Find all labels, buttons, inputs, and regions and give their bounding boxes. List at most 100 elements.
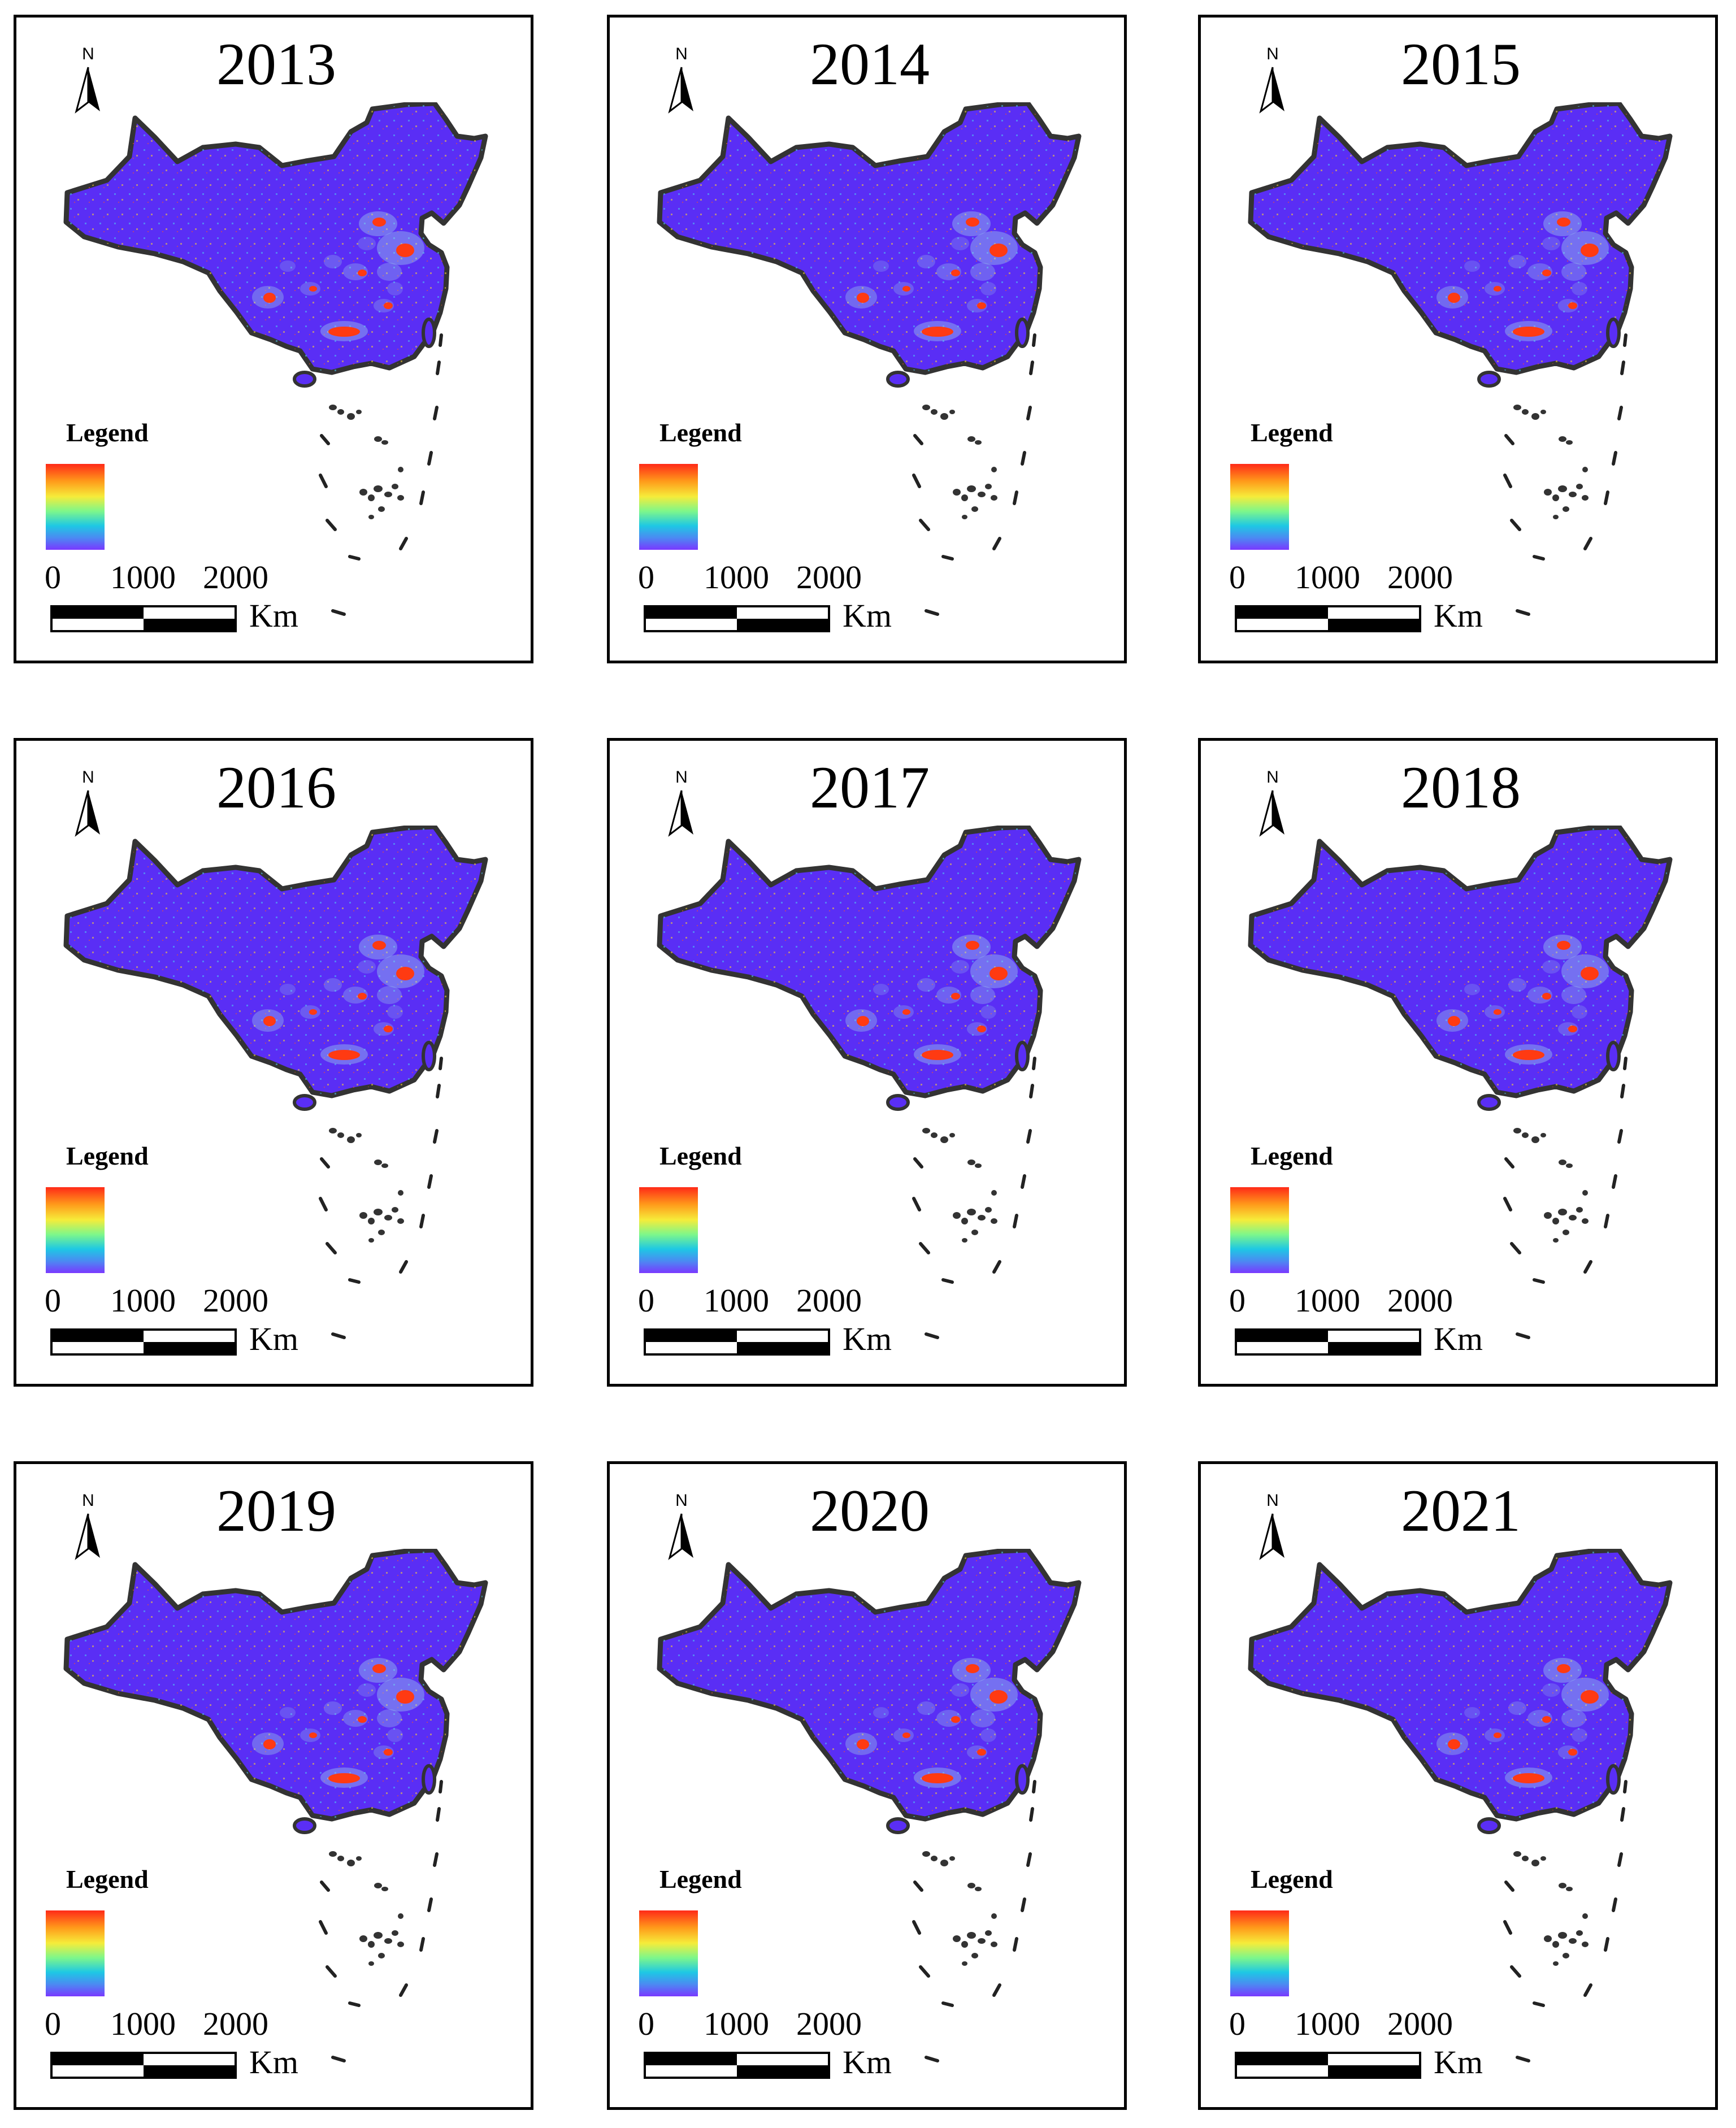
sea-island [1553,1961,1559,1966]
sea-island [1582,467,1588,472]
sea-island [397,495,404,501]
sea-island [1522,1856,1529,1861]
hotspot [977,1749,986,1756]
boundary-dash [1623,333,1628,347]
hainan-island [1477,371,1501,388]
boundary-dash [439,1057,443,1070]
sea-island [975,440,982,445]
sea-island [368,1238,374,1243]
urban-cluster [358,960,376,974]
scale-bar [1235,2052,1421,2079]
sea-island [337,1132,344,1138]
hotspot [263,293,276,303]
boundary-dash [941,2001,954,2007]
boundary-dash [427,451,433,466]
hotspot [1448,1016,1460,1026]
boundary-dash [1504,1157,1514,1169]
boundary-dash [1510,1242,1521,1254]
boundary-dash [1620,1084,1625,1098]
sea-island [1540,1856,1546,1861]
sea-island [962,515,967,519]
china-map [657,826,1082,1339]
hotspot [922,1050,953,1060]
sea-island [1582,1913,1588,1919]
urban-cluster [873,984,889,995]
hotspot [358,993,367,1000]
sea-island [953,1212,961,1219]
sea-island [1552,494,1559,501]
sea-island [374,1883,382,1888]
map-panel-2013: 2013 N Legend 0 1000 2000 Km [14,15,533,663]
map-panel-2017: 2017 N Legend 0 1000 2000 Km [607,738,1127,1387]
sea-island [991,1190,997,1196]
scale-label-1000: 1000 [110,1282,176,1319]
boundary-dash [399,1260,408,1274]
boundary-dash [1029,361,1034,375]
boundary-dash [1583,537,1592,550]
sea-island [1563,1230,1569,1235]
scale-bar [644,605,830,632]
sea-island [1544,1212,1552,1219]
urban-cluster [1561,1709,1586,1727]
sea-island [1522,1132,1529,1138]
sea-island [378,1953,385,1958]
sea-island [978,1215,986,1221]
sea-island [1563,506,1569,512]
taiwan-island [1606,318,1621,348]
urban-cluster [1572,282,1587,296]
urban-cluster [377,1709,402,1727]
boundary-dash [348,2001,361,2007]
hotspot [384,1026,393,1032]
hotspot [396,244,414,257]
sea-island [347,1860,355,1866]
taiwan-island [1606,1764,1621,1795]
sea-island [962,1961,967,1966]
boundary-dash [433,1852,439,1867]
boundary-dash [1604,490,1609,505]
boundary-dash [919,519,930,531]
hotspot [902,1732,910,1738]
hotspot [1557,218,1570,227]
boundary-dash [913,1881,923,1892]
boundary-dash [319,1920,328,1935]
map-panel-2021: 2021 N Legend 0 1000 2000 Km [1198,1461,1718,2110]
boundary-dash [439,333,443,347]
scale-label-0: 0 [638,1282,654,1319]
legend-title: Legend [66,1141,149,1170]
sea-island [1569,492,1577,497]
sea-island [398,1913,403,1919]
sea-island [381,1163,388,1168]
scale-unit: Km [249,1321,298,1357]
hotspot [396,1690,414,1704]
hainan-island [293,1817,316,1834]
north-arrow-icon: N [1253,46,1292,119]
sea-island [967,485,976,492]
scale-label-2000: 2000 [203,2005,268,2042]
hotspot [372,941,386,950]
urban-cluster [280,984,296,995]
boundary-dash [1623,1057,1628,1070]
sea-island [991,495,997,501]
boundary-dash [1021,1174,1026,1189]
north-arrow-icon: N [1253,769,1292,842]
scale-label-1000: 1000 [110,559,176,596]
sea-island [961,1218,968,1224]
sea-island [398,1190,403,1196]
boundary-dash [436,1807,441,1822]
legend-title: Legend [659,1865,742,1894]
boundary-dash [1032,333,1036,347]
boundary-dash [913,434,923,445]
hotspot [1542,1716,1551,1723]
boundary-dash [992,1260,1001,1274]
sea-island [329,405,337,410]
sea-island [1576,1207,1583,1213]
scale-label-2000: 2000 [796,2005,862,2042]
hotspot [1494,286,1501,292]
sea-island [1566,440,1573,445]
legend-title: Legend [659,418,742,447]
north-arrow-icon: N [68,1492,108,1566]
hainan-island [1477,1817,1501,1834]
scale-label-2000: 2000 [1387,559,1453,596]
urban-cluster [1572,1005,1587,1019]
sea-island [368,1941,375,1948]
